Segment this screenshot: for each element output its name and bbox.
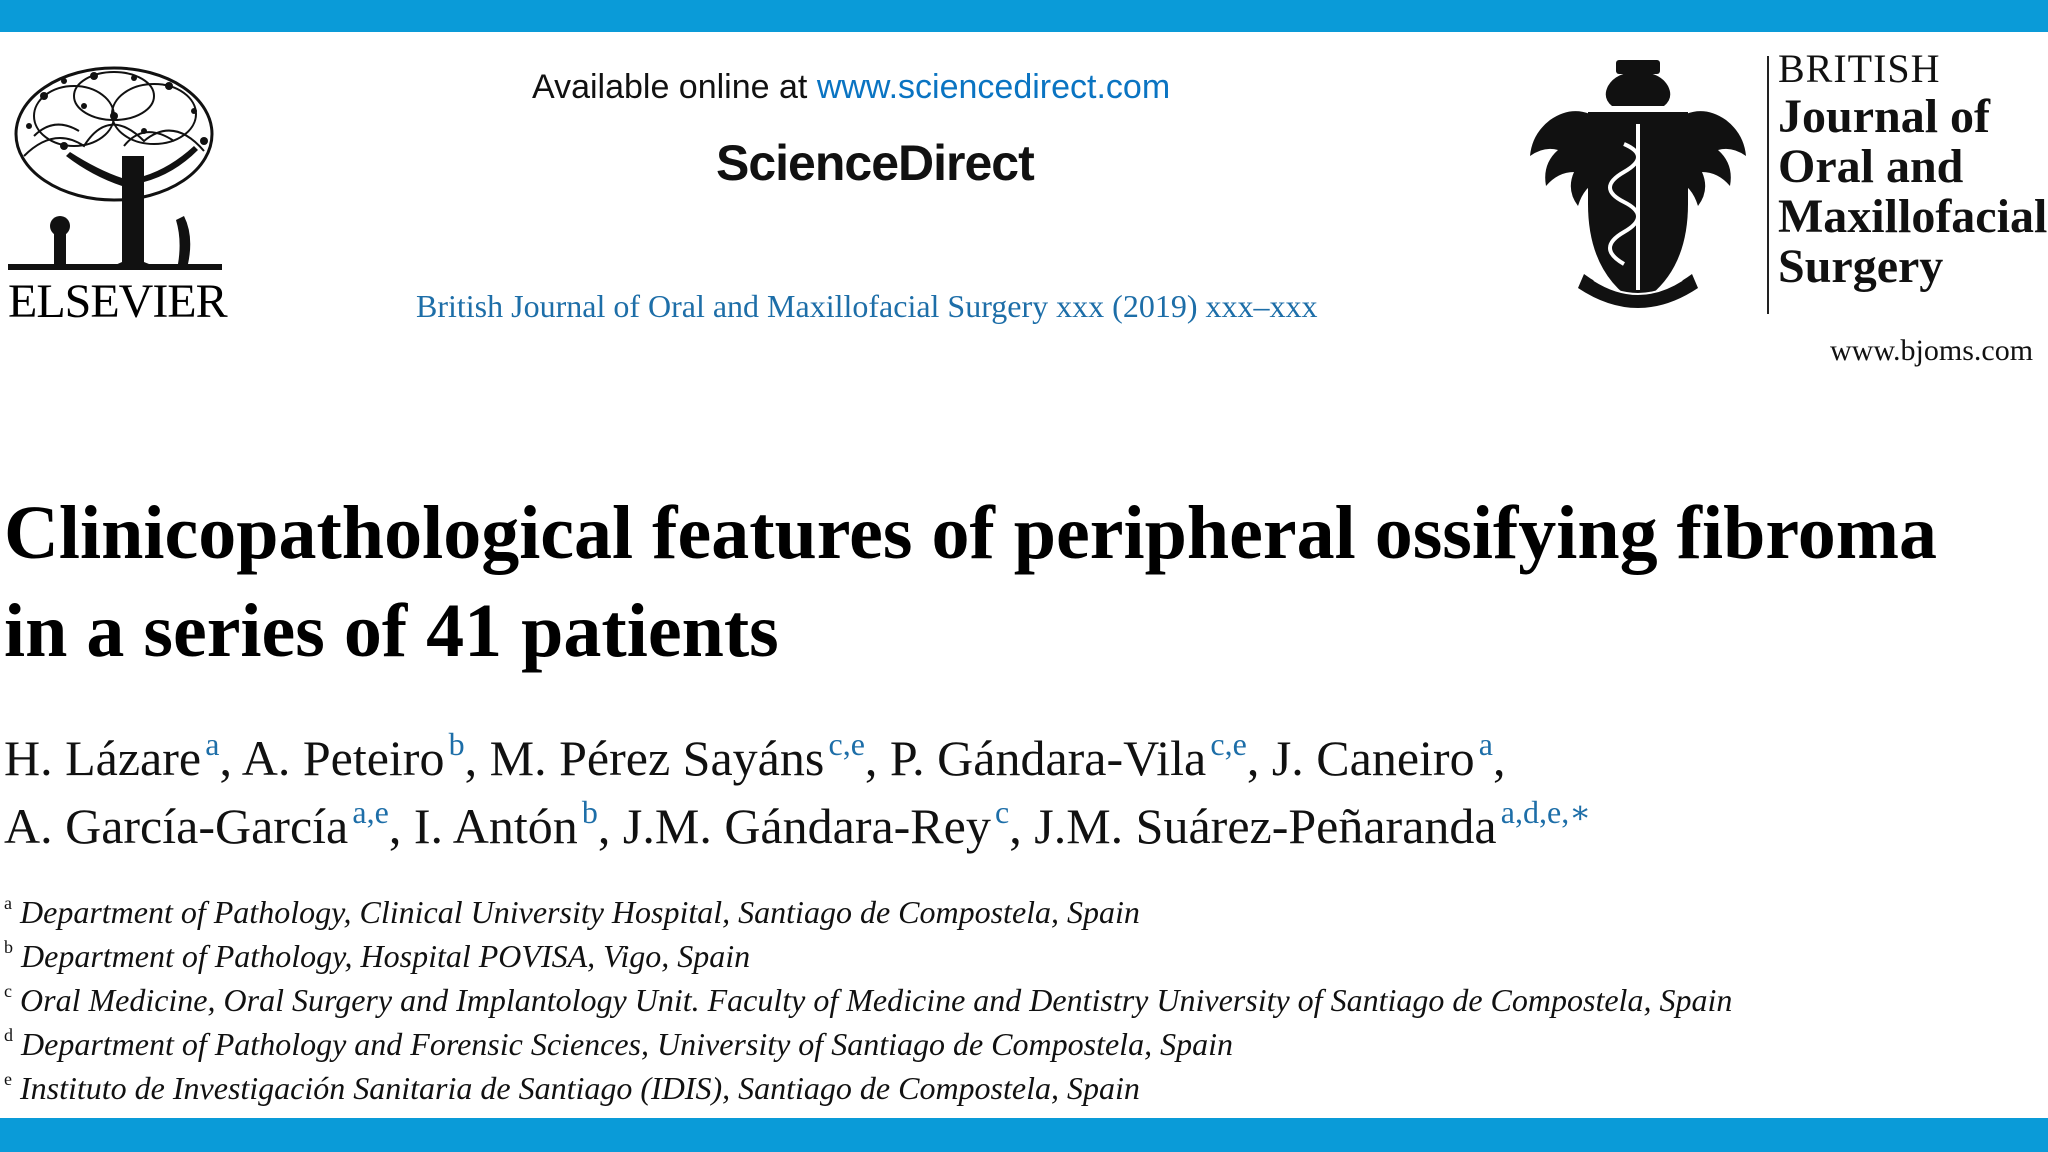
author-separator: , [864,730,890,786]
author-name: P. Gándara-Vila [889,730,1207,786]
author-name: I. Antón [413,798,578,854]
author-separator: , [1009,798,1035,854]
affiliation-key: e [4,1069,12,1089]
author-name: M. Pérez Sayáns [489,730,825,786]
affiliation-list: a Department of Pathology, Clinical Unive… [4,890,2044,1110]
affiliation-text: Department of Pathology, Hospital POVISA… [21,938,751,974]
author-separator: , [219,730,242,786]
bjoms-divider [1767,56,1769,314]
bjoms-title-line3: Oral and [1778,140,1964,193]
author-entry[interactable]: M. Pérez Sayáns c,e, [489,728,890,786]
affiliation-text: Instituto de Investigación Sanitaria de … [20,1070,1140,1106]
author-name: A. Peteiro [241,730,445,786]
author-entry[interactable]: A. Peteiro b, [241,728,490,786]
bjoms-url[interactable]: www.bjoms.com [1830,334,2034,367]
author-affiliation-marks[interactable]: c [995,794,1010,830]
author-entry[interactable]: J.M. Suárez-Peñaranda a,d,e,∗ [1034,796,1591,854]
affiliation-item: b Department of Pathology, Hospital POVIS… [4,934,2044,978]
journal-citation[interactable]: British Journal of Oral and Maxillofacia… [416,288,1318,324]
bjoms-journal-title: BRITISH Journal of Oral and Maxillofacia… [1778,46,2047,292]
author-name: J.M. Suárez-Peñaranda [1034,798,1497,854]
affiliation-key: d [4,1025,13,1045]
author-affiliation-marks[interactable]: a [1478,726,1493,762]
publisher-name: ELSEVIER [8,275,228,328]
top-frame-bar [0,0,2048,32]
author-entry[interactable]: J.M. Gándara-Rey c, [622,796,1035,854]
author-name: J.M. Gándara-Rey [622,798,991,854]
author-entry[interactable]: J. Caneiro a, [1271,728,1506,786]
article-title-line2: in a series of 41 patients [4,589,779,673]
author-separator: , [464,730,490,786]
author-affiliation-marks[interactable]: b [581,794,598,830]
affiliation-key: a [4,893,12,913]
author-entry[interactable]: A. García-García a,e, [4,796,414,854]
affiliation-text: Department of Pathology and Forensic Sci… [21,1026,1233,1062]
author-affiliation-marks[interactable]: c,e [1210,726,1247,762]
bjoms-title-line4: Maxillofacial [1778,190,2048,243]
author-name: A. García-García [4,798,349,854]
author-affiliation-marks[interactable]: c,e [828,726,865,762]
author-separator: , [597,798,623,854]
bjoms-title-line2: Journal of [1778,90,1991,143]
author-entry[interactable]: H. Lázare a, [4,728,242,786]
article-title-line1: Clinicopathological features of peripher… [4,491,1938,575]
sciencedirect-link[interactable]: www.sciencedirect.com [816,68,1171,106]
elsevier-tree-logo [8,66,222,270]
author-separator: , [1246,730,1272,786]
author-name: J. Caneiro [1271,730,1475,786]
author-affiliation-marks[interactable]: a,e [352,794,389,830]
author-separator: , [1492,730,1506,786]
affiliation-key: c [4,981,12,1001]
bottom-frame-bar [0,1118,2048,1152]
author-entry[interactable]: I. Antón b, [413,796,623,854]
affiliation-item: d Department of Pathology and Forensic Sc… [4,1022,2044,1066]
bjoms-crest-icon [1530,60,1746,308]
author-affiliation-marks[interactable]: b [448,726,465,762]
affiliation-item: a Department of Pathology, Clinical Unive… [4,890,2044,934]
affiliation-key: b [4,937,13,957]
article-title: Clinicopathological features of peripher… [4,484,2034,680]
author-entry[interactable]: P. Gándara-Vila c,e, [889,728,1272,786]
author-list: H. Lázare a, A. Peteiro b, M. Pérez Sayá… [4,724,2044,860]
bjoms-title-line5: Surgery [1778,240,1944,293]
bjoms-title-line1: BRITISH [1778,46,1941,91]
affiliation-text: Department of Pathology, Clinical Univer… [20,894,1140,930]
affiliation-item: e Instituto de Investigación Sanitaria de… [4,1066,2044,1110]
affiliation-item: c Oral Medicine, Oral Surgery and Implant… [4,978,2044,1022]
affiliation-text: Oral Medicine, Oral Surgery and Implanto… [20,982,1733,1018]
availability-line: Available online at www.sciencedirect.co… [532,68,1170,107]
author-separator: , [388,798,414,854]
author-affiliation-marks[interactable]: a,d,e,∗ [1500,794,1591,830]
sciencedirect-wordmark: ScienceDirect [716,135,1035,191]
availability-prefix: Available online at [532,68,808,106]
author-affiliation-marks[interactable]: a [205,726,220,762]
author-name: H. Lázare [4,730,202,786]
